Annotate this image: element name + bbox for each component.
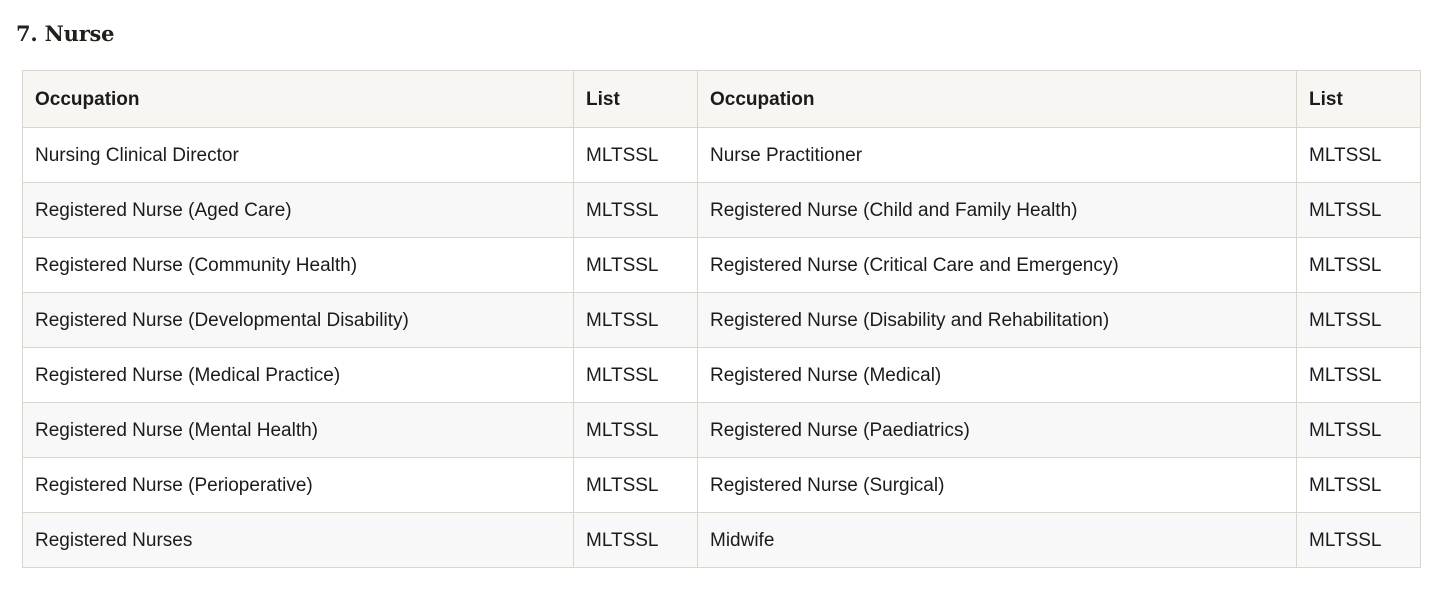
list-cell: MLTSSL: [573, 127, 698, 183]
table-header: Occupation List Occupation List: [22, 70, 1421, 128]
occupation-cell: Registered Nurse (Medical Practice): [22, 347, 574, 403]
list-cell: MLTSSL: [573, 457, 698, 513]
list-cell: MLTSSL: [1296, 237, 1421, 293]
header-row: Occupation List Occupation List: [22, 70, 1421, 128]
occupation-cell: Registered Nurse (Medical): [697, 347, 1297, 403]
list-cell: MLTSSL: [1296, 347, 1421, 403]
table-row: Nursing Clinical Director MLTSSL Nurse P…: [22, 127, 1421, 183]
occupation-cell: Registered Nurse (Critical Care and Emer…: [697, 237, 1297, 293]
list-cell: MLTSSL: [573, 347, 698, 403]
table-row: Registered Nurse (Community Health) MLTS…: [22, 237, 1421, 293]
column-header-list-left: List: [573, 70, 698, 128]
list-cell: MLTSSL: [1296, 182, 1421, 238]
list-cell: MLTSSL: [573, 402, 698, 458]
list-cell: MLTSSL: [573, 237, 698, 293]
table-body: Nursing Clinical Director MLTSSL Nurse P…: [22, 127, 1421, 568]
occupation-cell: Registered Nurse (Surgical): [697, 457, 1297, 513]
occupation-cell: Registered Nurse (Disability and Rehabil…: [697, 292, 1297, 348]
page: 7. Nurse Occupation List Occupation List…: [0, 20, 1442, 590]
column-header-occupation-left: Occupation: [22, 70, 574, 128]
list-cell: MLTSSL: [1296, 127, 1421, 183]
occupation-cell: Midwife: [697, 512, 1297, 568]
occupation-cell: Registered Nurse (Perioperative): [22, 457, 574, 513]
occupation-cell: Registered Nurse (Child and Family Healt…: [697, 182, 1297, 238]
occupation-cell: Nurse Practitioner: [697, 127, 1297, 183]
list-cell: MLTSSL: [1296, 292, 1421, 348]
table-row: Registered Nurse (Mental Health) MLTSSL …: [22, 402, 1421, 458]
column-header-occupation-right: Occupation: [697, 70, 1297, 128]
list-cell: MLTSSL: [1296, 402, 1421, 458]
list-cell: MLTSSL: [573, 182, 698, 238]
occupation-list-table: Occupation List Occupation List Nursing …: [22, 70, 1421, 568]
occupation-cell: Registered Nurses: [22, 512, 574, 568]
list-cell: MLTSSL: [573, 512, 698, 568]
list-cell: MLTSSL: [573, 292, 698, 348]
occupation-cell: Registered Nurse (Community Health): [22, 237, 574, 293]
occupation-cell: Registered Nurse (Paediatrics): [697, 402, 1297, 458]
table-row: Registered Nurses MLTSSL Midwife MLTSSL: [22, 512, 1421, 568]
occupation-cell: Registered Nurse (Mental Health): [22, 402, 574, 458]
column-header-list-right: List: [1296, 70, 1421, 128]
list-cell: MLTSSL: [1296, 512, 1421, 568]
table-row: Registered Nurse (Medical Practice) MLTS…: [22, 347, 1421, 403]
list-cell: MLTSSL: [1296, 457, 1421, 513]
table-row: Registered Nurse (Aged Care) MLTSSL Regi…: [22, 182, 1421, 238]
table-row: Registered Nurse (Perioperative) MLTSSL …: [22, 457, 1421, 513]
section-heading: 7. Nurse: [16, 21, 115, 46]
occupation-cell: Registered Nurse (Aged Care): [22, 182, 574, 238]
occupation-cell: Nursing Clinical Director: [22, 127, 574, 183]
table-row: Registered Nurse (Developmental Disabili…: [22, 292, 1421, 348]
occupation-cell: Registered Nurse (Developmental Disabili…: [22, 292, 574, 348]
